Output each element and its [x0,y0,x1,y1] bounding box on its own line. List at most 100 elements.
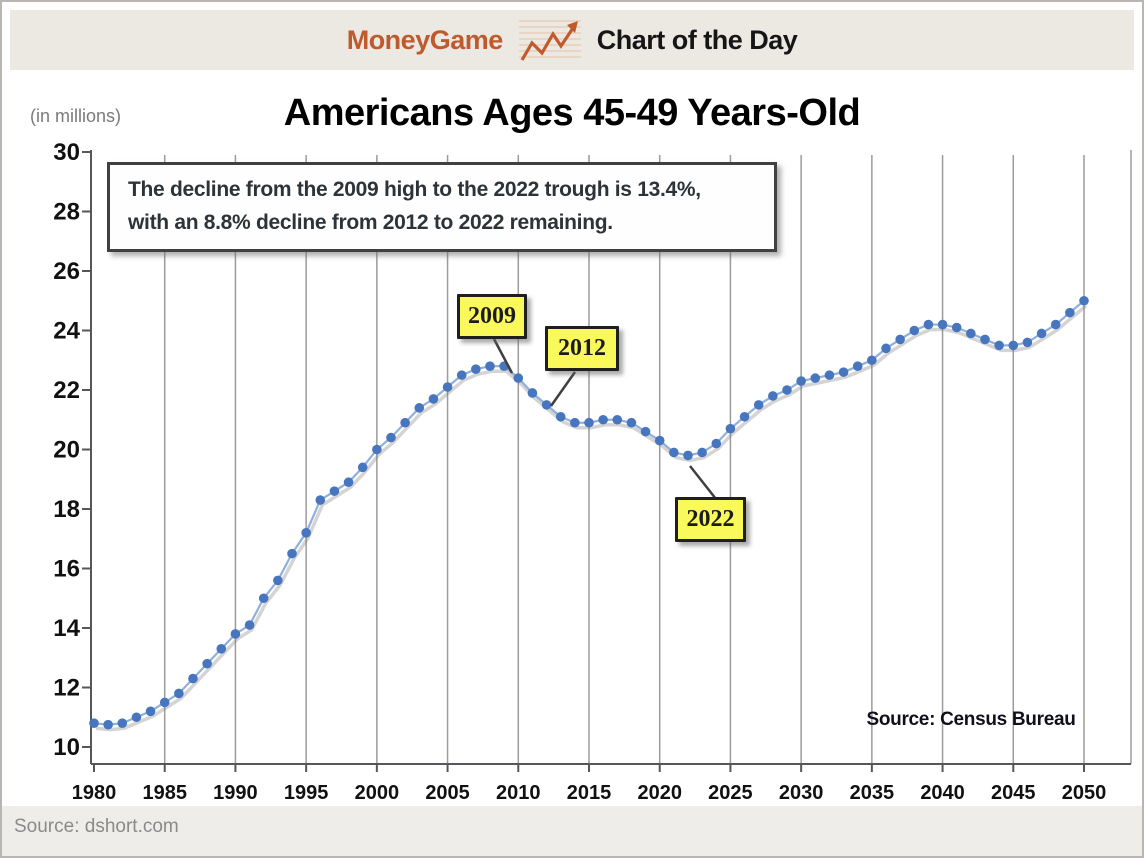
y-tick-label-30: 30 [53,139,80,166]
y-tick-label-10: 10 [53,734,80,761]
callout-connector-2009 [492,338,514,374]
x-tick-label-1990: 1990 [213,782,258,804]
data-point-1988 [202,658,212,669]
x-tick-label-2015: 2015 [567,782,612,804]
data-point-2001 [386,432,396,443]
y-tick-label-24: 24 [53,318,80,345]
data-point-2040 [937,319,948,330]
x-tick-label-2040: 2040 [920,782,965,804]
data-point-1996 [315,495,326,505]
x-tick-label-1995: 1995 [284,782,329,804]
data-point-2015 [584,417,594,428]
data-point-1980 [89,718,99,728]
data-point-1993 [273,575,283,586]
data-point-1992 [258,593,269,604]
data-point-2043 [980,334,990,345]
data-point-2033 [838,367,849,377]
data-point-1994 [287,548,297,559]
callout-connector-2012 [549,371,577,407]
annotation-line-1: The decline from the 2009 high to the 20… [128,178,701,202]
data-point-1990 [230,629,241,639]
y-tick-label-26: 26 [53,258,80,285]
y-tick-label-12: 12 [53,675,80,702]
data-point-2034 [852,361,863,372]
data-point-2028 [768,391,778,401]
data-point-2039 [923,319,934,330]
data-point-2000 [372,444,382,455]
annotation-box: The decline from the 2009 high to the 20… [107,162,777,252]
x-tick-label-1980: 1980 [72,782,117,804]
y-tick-label-22: 22 [53,377,80,404]
y-tick-label-20: 20 [53,437,80,464]
data-point-2003 [414,403,425,413]
data-point-2014 [570,417,580,428]
data-point-1982 [117,718,128,728]
x-tick-label-2005: 2005 [425,782,470,804]
header-banner: MoneyGame Chart of the Day [10,10,1134,70]
x-tick-label-2030: 2030 [779,782,824,804]
data-point-2042 [966,328,976,339]
page-source-label: Source: dshort.com [14,816,179,837]
header-title-label: Chart of the Day [596,24,798,55]
data-point-2016 [598,414,608,425]
data-point-2020 [654,435,665,446]
data-point-2044 [994,340,1004,351]
annotation-line-2: with an 8.8% decline from 2012 to 2022 r… [128,211,613,234]
x-tick-label-2025: 2025 [708,782,753,804]
data-point-1987 [188,673,198,684]
data-point-2022 [683,450,693,461]
x-tick-label-2000: 2000 [355,782,400,804]
callout-2012: 2012 [545,326,619,371]
data-point-2019 [640,426,651,437]
data-point-1995 [301,528,311,538]
data-point-2038 [909,325,920,336]
y-tick-label-28: 28 [53,199,80,226]
callout-2022-trough: 2022 [675,497,746,542]
data-point-2011 [527,388,538,398]
data-point-1991 [244,620,255,630]
series-line-shadow [95,304,1088,732]
y-tick-label-16: 16 [53,556,80,583]
x-tick-label-2045: 2045 [991,782,1036,804]
data-point-2032 [824,370,835,380]
data-point-2050 [1079,295,1089,306]
data-point-2005 [442,382,453,392]
data-point-2006 [456,370,467,380]
data-point-1997 [329,486,340,496]
chart-title: Americans Ages 45-49 Years-Old [283,92,861,134]
y-tick-label-14: 14 [53,615,80,642]
data-point-2008 [485,361,495,372]
x-tick-label-2050: 2050 [1062,782,1107,804]
data-point-1983 [131,712,142,723]
data-point-2046 [1022,337,1033,348]
data-point-2035 [867,355,877,366]
data-point-2026 [739,411,750,422]
x-tick-label-2010: 2010 [496,782,541,804]
y-axis-unit-label: (in millions) [30,106,122,126]
data-point-2018 [626,417,637,428]
data-point-2017 [612,414,623,425]
data-point-2023 [697,447,707,458]
data-point-2007 [471,364,481,374]
data-point-2024 [711,438,722,449]
data-point-2047 [1036,328,1047,339]
data-point-2049 [1065,307,1075,318]
x-tick-label-2035: 2035 [850,782,895,804]
data-point-2004 [428,394,439,404]
data-point-2037 [895,334,905,345]
x-tick-label-2020: 2020 [637,782,682,804]
callout-connector-2022 [689,465,717,500]
y-tick-label-18: 18 [53,496,80,523]
data-point-2030 [796,376,806,386]
data-point-2021 [669,447,679,458]
data-point-2036 [881,343,891,354]
data-point-2031 [810,373,821,383]
data-point-2010 [513,373,524,383]
data-point-2027 [753,400,764,410]
data-point-1986 [174,688,184,699]
data-point-1998 [343,477,354,488]
x-tick-label-1985: 1985 [142,782,187,804]
data-point-1999 [357,462,368,473]
